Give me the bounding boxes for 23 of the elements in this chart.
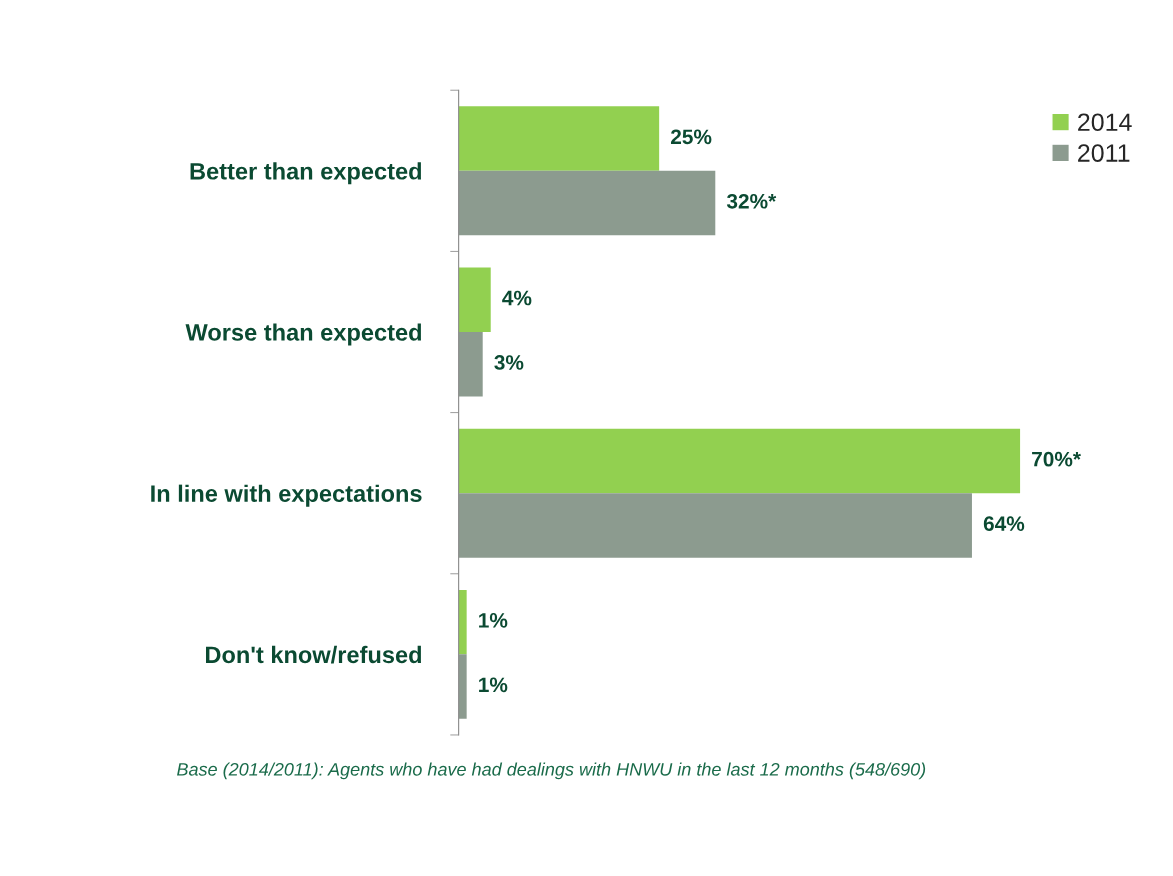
bar xyxy=(458,332,483,397)
data-label: 25% xyxy=(670,129,712,145)
y-tick-label: Worse than expected xyxy=(185,323,421,346)
bar xyxy=(458,428,1021,494)
y-tick-label: In line with expectations xyxy=(151,484,422,507)
data-label: 32%* xyxy=(726,193,777,209)
y-tick-label: Better than expected xyxy=(190,162,421,185)
data-label: 1% xyxy=(479,613,508,628)
data-label: 1% xyxy=(479,677,508,693)
data-label: 64% xyxy=(983,516,1025,532)
bar xyxy=(458,106,660,171)
bar xyxy=(458,654,467,719)
data-label: 4% xyxy=(502,290,532,306)
bar xyxy=(458,170,716,236)
legend-label: 2011 xyxy=(1078,144,1130,162)
bar xyxy=(458,267,491,332)
bar xyxy=(458,589,467,655)
data-label: 70%* xyxy=(1032,451,1081,467)
data-label: 3% xyxy=(494,355,524,370)
y-tick-label: Don't know/refused xyxy=(206,645,421,664)
bar xyxy=(458,493,972,558)
text: Base (2014/2011): Agents who have had dealings with HNWU in the last 12 months (548/690) xyxy=(177,762,926,780)
legend-label: 2014 xyxy=(1078,113,1132,132)
